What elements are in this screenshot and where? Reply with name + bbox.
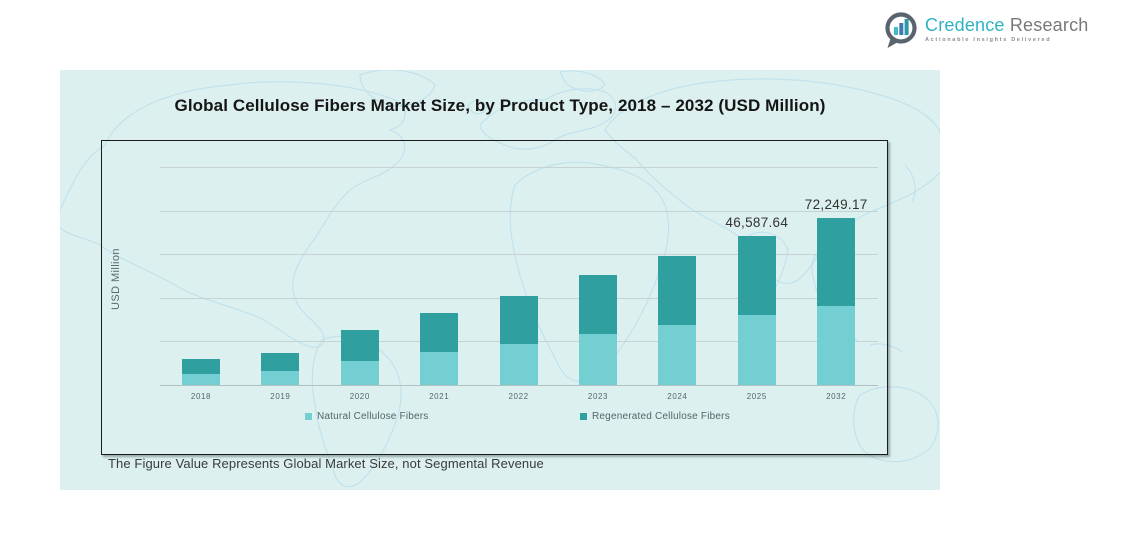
plot-frame: USD Million Natural Cellulose Fibers Reg…: [101, 140, 888, 455]
bar-regenerated-2018: [182, 359, 220, 374]
chart-panel: Global Cellulose Fibers Market Size, by …: [60, 70, 940, 490]
bar-natural-2019: [261, 371, 300, 385]
logo-bubble-tail: [887, 37, 898, 48]
legend-label-natural: Natural Cellulose Fibers: [317, 411, 429, 422]
bar-natural-2020: [340, 361, 379, 385]
logo-bar-tall: [904, 19, 909, 35]
bar-regenerated-2025: [737, 236, 776, 315]
bar-regenerated-2023: [579, 275, 617, 334]
legend-item-regenerated: Regenerated Cellulose Fibers: [580, 411, 730, 422]
x-tick-2020: 2020: [349, 392, 370, 401]
map-australia: [853, 386, 939, 463]
gridline: [160, 210, 878, 212]
bar-natural-2023: [579, 334, 617, 385]
x-tick-2022: 2022: [508, 392, 529, 401]
bar-regenerated-2021: [420, 313, 459, 352]
x-tick-2023: 2023: [587, 392, 609, 401]
map-uk: [467, 100, 488, 115]
logo-text: Credence Research Actionable Insights De…: [925, 11, 1089, 43]
brand-name: Credence Research: [925, 16, 1089, 34]
map-scandinavia: [559, 70, 606, 92]
map-south-america: [311, 335, 402, 488]
bar-regenerated-2019: [261, 353, 300, 371]
map-north-america: [60, 81, 406, 348]
data-label-2025: 46,587.64: [725, 215, 789, 230]
bar-regenerated-2024: [658, 256, 697, 325]
legend-swatch-regenerated: [580, 413, 587, 420]
map-japan: [904, 164, 916, 203]
bar-natural-2022: [499, 344, 538, 385]
legend-item-natural: Natural Cellulose Fibers: [305, 411, 429, 422]
x-axis-line: [160, 385, 878, 386]
legend-label-regenerated: Regenerated Cellulose Fibers: [592, 411, 730, 422]
brand-name-research: Research: [1009, 15, 1089, 35]
gridline: [160, 254, 878, 256]
bar-natural-2021: [420, 352, 459, 385]
map-africa: [509, 161, 670, 383]
gridline: [160, 167, 878, 168]
logo-circle: [885, 12, 917, 44]
x-tick-2025: 2025: [746, 392, 767, 401]
x-tick-2018: 2018: [190, 392, 212, 401]
bar-natural-2024: [658, 325, 697, 385]
bar-regenerated-2032: [817, 218, 856, 306]
y-axis-label: USD Million: [110, 248, 122, 310]
x-tick-2032: 2032: [826, 392, 847, 401]
map-greenland: [359, 70, 436, 107]
logo-bar-small: [894, 27, 898, 35]
x-tick-2024: 2024: [667, 392, 688, 401]
brand-tagline: Actionable Insights Delivered: [925, 37, 1052, 43]
map-europe: [479, 88, 617, 150]
brand-name-credence: Credence: [925, 15, 1005, 35]
bar-regenerated-2022: [499, 296, 538, 344]
figure-note: The Figure Value Represents Global Marke…: [108, 456, 544, 471]
data-label-2032: 72,249.17: [804, 197, 868, 212]
x-tick-2021: 2021: [429, 392, 450, 401]
legend-swatch-natural: [305, 413, 312, 420]
logo-bar-medium: [899, 23, 904, 35]
bar-regenerated-2020: [340, 330, 379, 361]
credence-research-logo: Credence Research Actionable Insights De…: [884, 11, 1089, 51]
logo-icon: [885, 12, 917, 48]
bar-natural-2032: [817, 306, 856, 385]
bar-natural-2025: [737, 315, 776, 385]
bar-natural-2018: [182, 374, 220, 385]
x-tick-2019: 2019: [270, 392, 291, 401]
chart-title: Global Cellulose Fibers Market Size, by …: [174, 96, 826, 115]
